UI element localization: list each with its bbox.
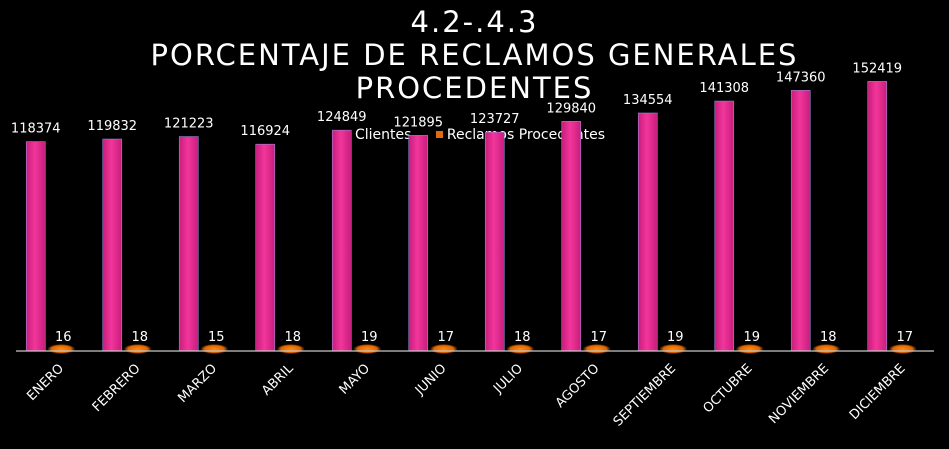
bar-reclamos: [47, 344, 76, 354]
x-tick-label: ENERO: [24, 361, 67, 404]
data-label-reclamos: 17: [590, 330, 607, 345]
bar-reclamos: [659, 344, 688, 354]
x-tick-label: OCTUBRE: [700, 361, 755, 416]
data-label-reclamos: 17: [896, 330, 913, 345]
x-tick-label: SEPTIEMBRE: [611, 361, 679, 429]
bar-reclamos: [353, 344, 382, 354]
data-label-clientes: 134554: [623, 93, 673, 108]
bar-reclamos: [582, 344, 611, 354]
data-label-reclamos: 19: [743, 330, 760, 345]
x-tick-label: MAYO: [337, 361, 373, 397]
data-label-clientes: 119832: [87, 119, 137, 134]
bar-clientes: [561, 121, 582, 352]
data-label-clientes: 124849: [317, 110, 367, 125]
data-label-reclamos: 18: [514, 330, 531, 345]
chart-title: 4.2-.4.3 PORCENTAJE DE RECLAMOS GENERALE…: [0, 6, 949, 105]
data-label-clientes: 116924: [240, 124, 290, 139]
bar-reclamos: [735, 344, 764, 354]
bar-clientes: [255, 143, 276, 352]
x-tick-label: MARZO: [175, 361, 220, 406]
bar-clientes: [331, 129, 352, 352]
x-tick-label: JUNIO: [412, 361, 450, 399]
chart-title-line-2: PORCENTAJE DE RECLAMOS GENERALES: [150, 38, 799, 72]
data-label-clientes: 147360: [776, 70, 826, 85]
x-tick-label: FEBRERO: [90, 361, 144, 415]
data-label-reclamos: 18: [284, 330, 301, 345]
x-tick-label: AGOSTO: [553, 361, 603, 411]
bar-reclamos: [276, 344, 305, 354]
bar-reclamos: [123, 344, 152, 354]
data-label-reclamos: 17: [437, 330, 454, 345]
data-label-reclamos: 18: [131, 330, 148, 345]
x-tick-label: JULIO: [490, 361, 526, 397]
data-label-clientes: 129840: [546, 101, 596, 116]
bar-reclamos: [888, 344, 917, 354]
bar-reclamos: [812, 344, 841, 354]
legend-swatch-reclamos: [435, 130, 443, 138]
bar-clientes: [25, 141, 46, 352]
x-tick-label: NOVIEMBRE: [766, 361, 832, 427]
data-label-clientes: 152419: [852, 61, 902, 76]
bar-clientes: [790, 90, 811, 352]
data-label-reclamos: 18: [820, 330, 837, 345]
x-tick-label: DICIEMBRE: [847, 361, 909, 423]
data-label-reclamos: 19: [361, 330, 378, 345]
data-label-clientes: 121895: [393, 115, 443, 130]
bar-reclamos: [429, 344, 458, 354]
bar-clientes: [408, 135, 429, 352]
bar-clientes: [637, 112, 658, 352]
x-tick-label: ABRIL: [259, 361, 297, 399]
bar-clientes: [867, 81, 888, 352]
data-label-clientes: 121223: [164, 117, 214, 132]
data-label-clientes: 141308: [699, 81, 749, 96]
bar-clientes: [102, 138, 123, 352]
bar-reclamos: [506, 344, 535, 354]
legend-label-clientes: Clientes: [354, 127, 412, 143]
bar-clientes: [714, 100, 735, 352]
bar-clientes: [484, 131, 505, 352]
chart-title-line-3: PROCEDENTES: [355, 71, 594, 105]
chart-title-line-1: 4.2-.4.3: [410, 5, 539, 39]
bar-clientes: [178, 136, 199, 352]
data-label-clientes: 118374: [11, 122, 61, 137]
data-label-reclamos: 19: [667, 330, 684, 345]
data-label-reclamos: 15: [208, 330, 225, 345]
bar-reclamos: [200, 344, 229, 354]
data-label-clientes: 123727: [470, 112, 520, 127]
data-label-reclamos: 16: [55, 330, 72, 345]
